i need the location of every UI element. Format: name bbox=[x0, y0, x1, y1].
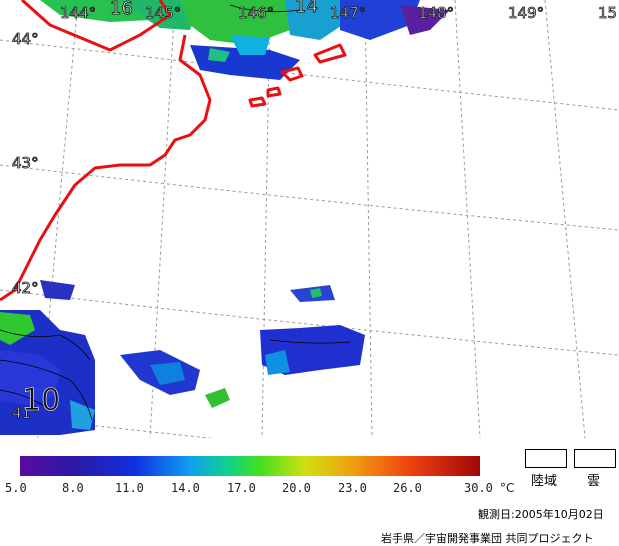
colorbar-tick: 11.0 bbox=[115, 481, 144, 495]
lon-label: 144° bbox=[60, 4, 96, 22]
lon-label: 147° bbox=[330, 4, 366, 22]
lat-label: 43° bbox=[12, 154, 39, 172]
lat-label: 44° bbox=[12, 30, 39, 48]
contour-labels: 16 14 10 bbox=[22, 0, 319, 418]
cloud-legend-swatch bbox=[574, 449, 616, 468]
lon-label: 149° bbox=[508, 4, 544, 22]
lat-label: 42° bbox=[12, 279, 39, 297]
contour-label: 10 bbox=[22, 383, 60, 418]
lon-label: 146° bbox=[238, 4, 274, 22]
land-legend-swatch bbox=[525, 449, 567, 468]
land-legend-label: 陸域 bbox=[531, 474, 558, 489]
sst-patches-north bbox=[40, 0, 450, 80]
contour-label: 14 bbox=[295, 0, 318, 17]
isotherm-contours bbox=[0, 4, 351, 421]
contour-label: 16 bbox=[110, 0, 133, 19]
colorbar-tick: 8.0 bbox=[62, 481, 84, 495]
colorbar-tick: 14.0 bbox=[171, 481, 200, 495]
lon-label: 15 bbox=[598, 4, 617, 22]
colorbar-unit: °C bbox=[500, 481, 515, 495]
colorbar-tick: 5.0 bbox=[5, 481, 27, 495]
lon-label: 148° bbox=[418, 4, 454, 22]
colorbar-tick: 23.0 bbox=[338, 481, 367, 495]
lon-label: 145° bbox=[145, 4, 181, 22]
colorbar-tick: 17.0 bbox=[227, 481, 256, 495]
sst-map: 144° 145° 146° 147° 148° 149° 15 44° 43°… bbox=[0, 0, 619, 438]
credit-text: 岩手県／宇宙開発事業団 共同プロジェクト bbox=[381, 532, 594, 545]
temperature-colorbar bbox=[20, 456, 480, 476]
sst-patches-south bbox=[0, 280, 365, 435]
cloud-legend-label: 雲 bbox=[587, 474, 601, 489]
colorbar-tick: 30.0 bbox=[464, 481, 493, 495]
observation-date: 観測日:2005年10月02日 bbox=[478, 508, 604, 521]
coastline bbox=[0, 0, 347, 302]
colorbar-tick: 20.0 bbox=[282, 481, 311, 495]
lat-label: 41° bbox=[12, 404, 39, 422]
longitude-labels: 144° 145° 146° 147° 148° 149° 15 bbox=[60, 4, 618, 23]
colorbar-tick: 26.0 bbox=[393, 481, 422, 495]
latitude-labels: 44° 43° 42° 41° bbox=[12, 30, 39, 423]
